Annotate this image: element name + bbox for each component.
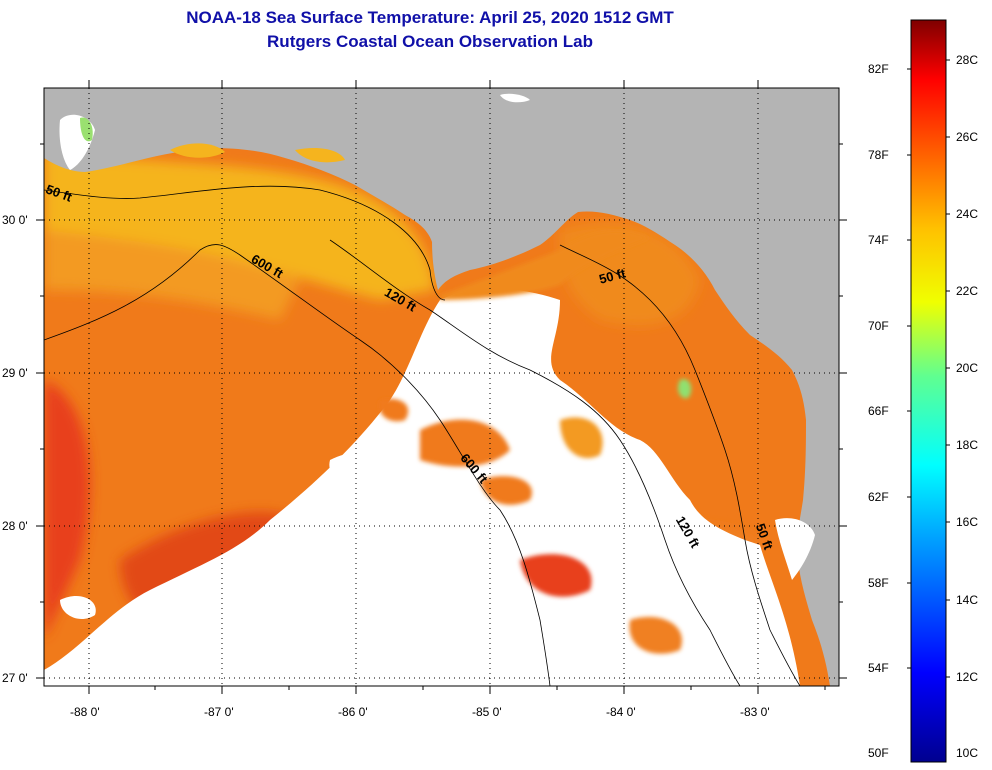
- colorbar-f-label: 66F: [868, 404, 889, 418]
- isobath-lines: [44, 185, 801, 686]
- colorbar-c-label: 26C: [956, 130, 979, 144]
- lon-label: -88 0': [70, 705, 100, 719]
- lon-label: -86 0': [338, 705, 368, 719]
- colorbar-c-label: 12C: [956, 670, 979, 684]
- map-subtitle: Rutgers Coastal Ocean Observation Lab: [267, 32, 593, 51]
- colorbar-f-label: 70F: [868, 319, 889, 333]
- colorbar-c-label: 20C: [956, 361, 979, 375]
- lat-label: 28 0': [2, 519, 28, 533]
- lat-label: 30 0': [2, 213, 28, 227]
- lon-label: -83 0': [740, 705, 770, 719]
- colorbar-f-label: 78F: [868, 148, 889, 162]
- colorbar-f-label: 58F: [868, 576, 889, 590]
- colorbar-f-label: 82F: [868, 62, 889, 76]
- colorbar-c-label: 24C: [956, 207, 979, 221]
- colorbar-c-label: 18C: [956, 438, 979, 452]
- cloud-mask: [44, 288, 800, 686]
- colorbar-c-label: 16C: [956, 515, 979, 529]
- colorbar-f-label: 50F: [868, 746, 889, 760]
- map-frame: [43, 87, 840, 687]
- lon-label: -84 0': [606, 705, 636, 719]
- colorbar-f-label: 54F: [868, 661, 889, 675]
- colorbar-f-label: 62F: [868, 490, 889, 504]
- colorbar: [910, 19, 947, 763]
- choctawhatchee-bay: [295, 148, 345, 163]
- big-bend-water: [440, 230, 650, 300]
- lat-label: 29 0': [2, 366, 28, 380]
- map-title: NOAA-18 Sea Surface Temperature: April 2…: [186, 8, 674, 27]
- land-mass: [44, 88, 839, 686]
- lon-label: -87 0': [204, 705, 234, 719]
- colorbar-f-label: 74F: [868, 233, 889, 247]
- axis-ticks: [36, 80, 847, 694]
- colorbar-c-label: 10C: [956, 746, 979, 760]
- warm-patches: [379, 398, 682, 654]
- tampa-bay: [775, 518, 815, 580]
- pensacola-bay: [170, 143, 225, 158]
- bay-water: [80, 117, 93, 142]
- isobath-label: 50 ft: [597, 265, 627, 287]
- lat-label: 27 0': [2, 671, 28, 685]
- lake-cloud: [500, 93, 530, 103]
- colorbar-c-label: 28C: [956, 53, 979, 67]
- colorbar-c-label: 14C: [956, 593, 979, 607]
- colorbar-ticks: [907, 59, 950, 678]
- lon-label: -85 0': [472, 705, 502, 719]
- colorbar-c-label: 22C: [956, 284, 979, 298]
